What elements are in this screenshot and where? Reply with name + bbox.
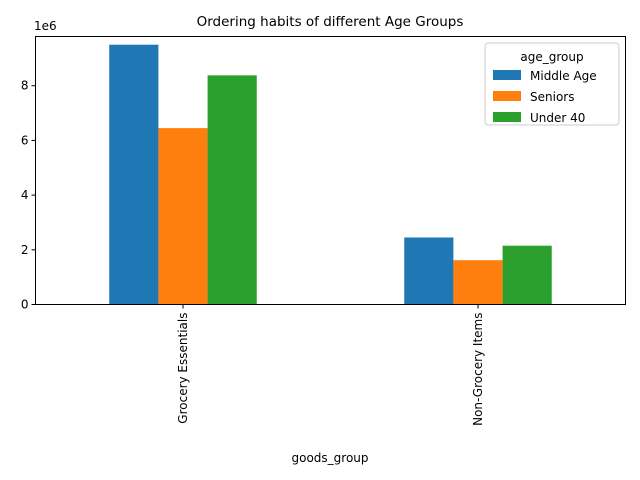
legend: age_group Middle Age Seniors Under 40 [484,42,620,126]
x-axis-label: goods_group [291,451,368,465]
chart-title: Ordering habits of different Age Groups [197,14,464,30]
legend-box [484,42,620,126]
bar-middle-age-0 [109,44,159,305]
x-tick-label: Grocery Essentials [176,313,190,424]
y-multiplier-label: 1e6 [34,19,57,33]
bar-seniors-0 [158,128,208,305]
bar-middle-age-1 [404,237,454,305]
bars-group [109,44,552,305]
plot-frame [35,36,626,305]
x-axis: Grocery Essentials Non-Grocery Items [176,304,485,426]
y-axis: 0 2 4 6 8 [21,79,36,312]
y-tick-label: 4 [21,188,29,202]
legend-swatch-seniors [493,91,521,101]
legend-title: age_group [520,50,583,64]
legend-label-under-40: Under 40 [530,111,585,125]
x-tick-label: Non-Grocery Items [471,313,485,426]
y-tick-label: 8 [21,79,29,93]
bar-seniors-1 [453,260,503,305]
legend-swatch-under-40 [493,112,521,122]
y-tick-label: 0 [21,298,29,312]
legend-label-seniors: Seniors [530,90,574,104]
legend-swatch-middle-age [493,70,521,80]
legend-label-middle-age: Middle Age [530,69,597,83]
bar-under-40-1 [502,245,552,305]
y-tick-label: 2 [21,243,29,257]
bar-under-40-0 [207,75,257,305]
y-tick-label: 6 [21,133,29,147]
